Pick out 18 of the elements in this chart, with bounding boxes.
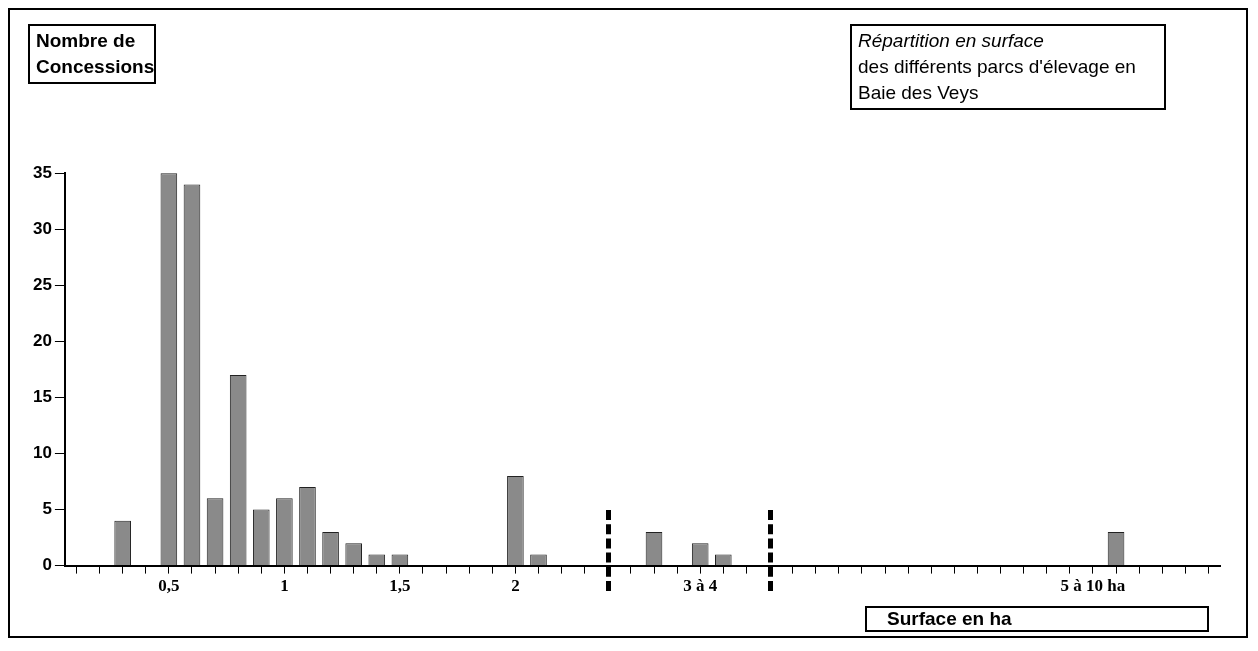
y-tick-label: 10 (32, 443, 52, 463)
x-tick-label: 1 (280, 576, 289, 596)
y-tick-label: 20 (32, 331, 52, 351)
chart-title: Répartition en surface (858, 29, 1045, 53)
chart-subtitle: des différents parcs d'élevage en Baie des Veys (858, 55, 1137, 105)
y-tick-label: 25 (32, 275, 52, 294)
x-tick-label: 1,5 (389, 576, 411, 596)
x-tick-label: 5 à 10 ha (1060, 576, 1126, 596)
x-axis-title: Surface en ha (865, 606, 1209, 632)
y-tick-label: 0 (42, 555, 52, 575)
y-tick-label: 15 (32, 387, 52, 407)
x-tick-label: 3 à 4 (683, 576, 718, 596)
y-tick-label: 5 (42, 499, 52, 519)
x-tick-label: 0,5 (158, 576, 180, 596)
y-tick-label: 35 (32, 162, 52, 182)
y-axis-title: Nombre de Concessions (28, 24, 156, 84)
y-tick-label: 30 (32, 218, 52, 238)
x-tick-label: 2 (511, 576, 520, 596)
